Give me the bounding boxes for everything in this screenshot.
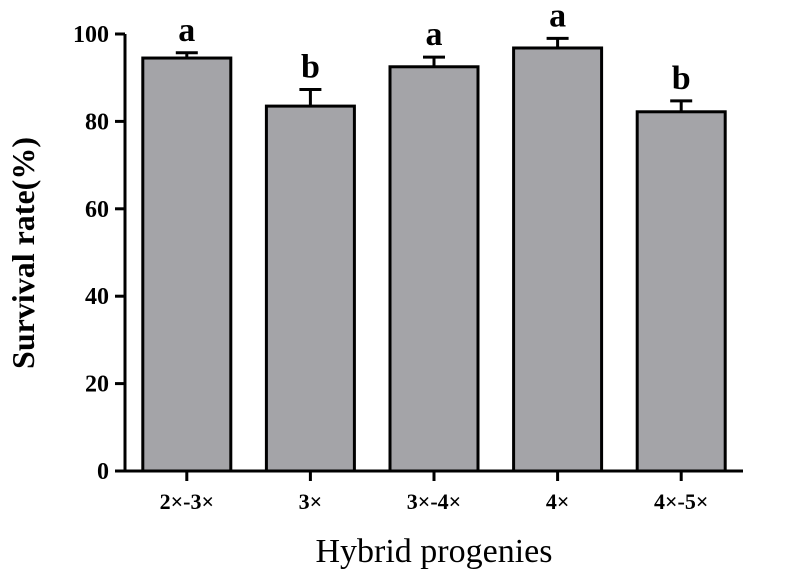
bar-2 [264,104,356,473]
x-tick-label-1: 2×-3× [160,489,214,514]
bar-1 [141,56,233,473]
bar-4 [512,46,604,473]
significance-label-3: a [426,16,443,53]
bar-3 [388,65,480,473]
x-tick-label-4: 4× [546,489,570,514]
y-tick-label-100: 100 [73,22,109,48]
y-tick-label-80: 80 [85,109,109,135]
y-tick-label-0: 0 [97,459,109,485]
x-ticks-group: 2×-3× 3× 3×-4× 4× 4×-5× [160,471,708,514]
bar-5 [635,110,727,473]
y-tick-label-60: 60 [85,197,109,223]
significance-label-4: a [549,0,566,34]
bars-group [141,46,727,473]
y-ticks-group: 0 20 40 60 80 100 [73,22,125,485]
y-axis-label: Survival rate(%) [5,137,41,369]
y-tick-label-20: 20 [85,372,109,398]
x-tick-label-3: 3×-4× [407,489,461,514]
significance-label-5: b [672,60,691,97]
significance-label-1: a [178,12,195,49]
error-bars-group [175,36,693,112]
x-axis-label: Hybrid progenies [315,533,552,570]
significance-label-2: b [301,48,320,85]
y-tick-label-40: 40 [85,284,109,310]
significance-labels-group: a b a a b [178,0,690,97]
x-tick-label-5: 4×-5× [654,489,708,514]
x-tick-label-2: 3× [299,489,323,514]
